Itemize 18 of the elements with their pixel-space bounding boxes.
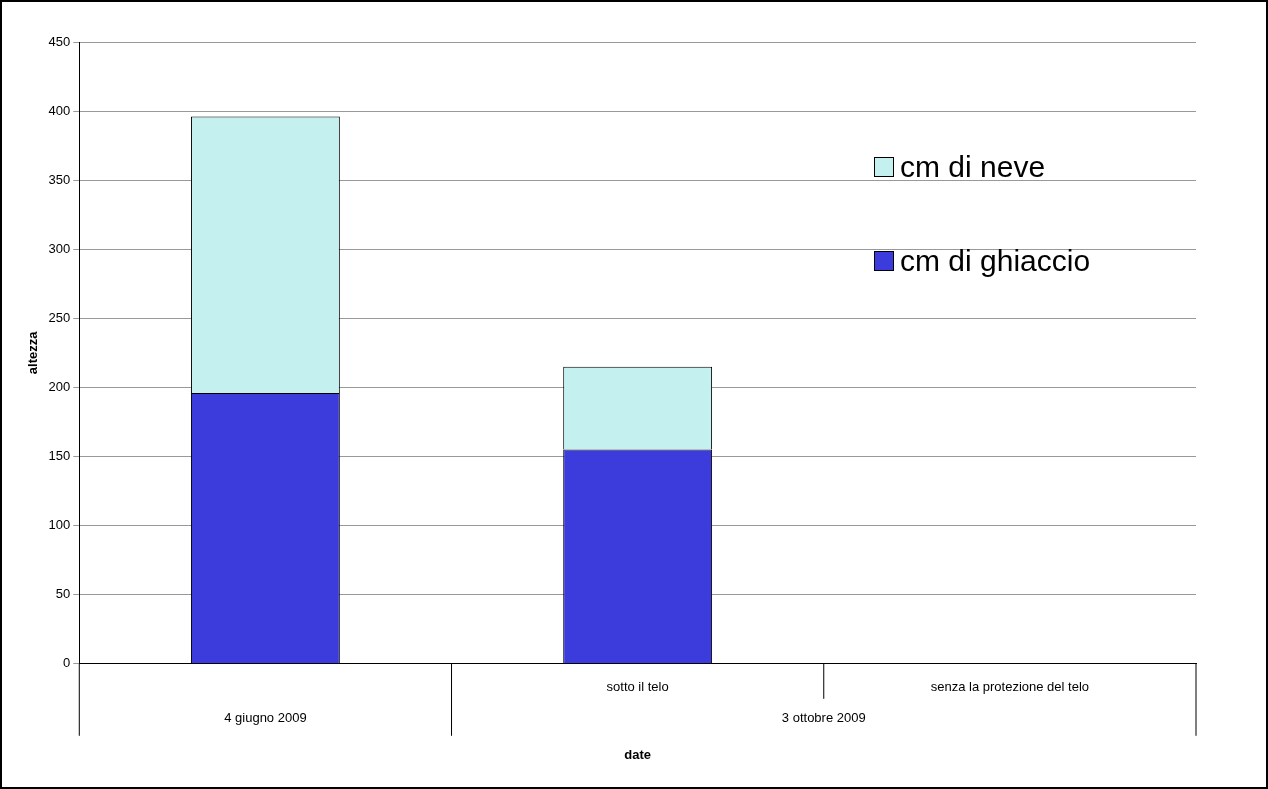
y-tick-label: 350 xyxy=(48,171,71,187)
x-axis-title: date xyxy=(624,746,652,762)
x-tick-label: senza la protezione del telo xyxy=(930,679,1090,695)
legend-label: cm di ghiaccio xyxy=(900,244,1091,278)
x-tick-label: sotto il telo xyxy=(606,679,669,695)
y-tick-label: 150 xyxy=(48,448,71,464)
y-tick-label: 250 xyxy=(48,309,71,325)
legend-label: cm di neve xyxy=(900,150,1046,184)
y-axis-title: altezza xyxy=(25,330,41,375)
y-tick-label: 50 xyxy=(55,586,71,602)
y-tick-label: 100 xyxy=(48,517,71,533)
y-tick-label: 200 xyxy=(48,379,71,395)
y-tick-label: 0 xyxy=(63,655,71,671)
text: 4 giugno 2009 xyxy=(224,709,307,725)
y-tick-label: 300 xyxy=(48,240,71,256)
text: 3 ottobre 2009 xyxy=(781,709,866,725)
y-tick-label: 450 xyxy=(48,33,71,49)
y-tick-label: 400 xyxy=(48,102,71,118)
